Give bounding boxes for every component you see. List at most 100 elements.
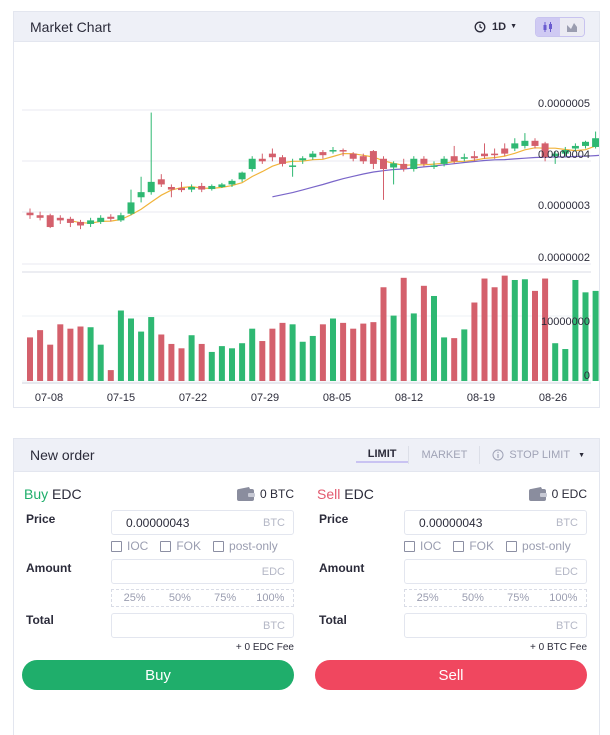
price-tick-label: 0.0000005 — [538, 98, 590, 110]
volume-bar — [178, 348, 185, 381]
sell-button[interactable]: Sell — [315, 660, 587, 690]
candle-body — [571, 145, 579, 149]
volume-bar — [461, 329, 468, 381]
sell-percent-selector: 25% 50% 75% 100% — [404, 589, 587, 607]
candle-body — [208, 185, 216, 190]
candle-body — [481, 153, 488, 157]
tab-divider — [408, 446, 410, 464]
sell-post-only-checkbox[interactable]: post-only — [506, 539, 571, 553]
volume-bar — [360, 323, 367, 381]
volume-bar — [582, 292, 589, 381]
buy-ioc-checkbox[interactable]: IOC — [111, 539, 148, 553]
sell-ioc-label: IOC — [420, 539, 442, 553]
sell-percent-75[interactable]: 75% — [507, 592, 530, 604]
volume-bar — [27, 337, 33, 381]
volume-bar — [107, 370, 114, 381]
candle-body — [582, 141, 589, 146]
candlestick-toggle-button[interactable] — [536, 17, 560, 36]
sell-total-input[interactable]: BTC — [404, 613, 587, 638]
volume-bar — [441, 337, 448, 381]
candle-body — [450, 156, 458, 162]
candlestick-chart[interactable]: 0.0000005 0.0000004 0.0000003 0.0000002 1000… — [14, 42, 610, 407]
buy-post-only-label: post-only — [229, 539, 278, 553]
sell-price-input[interactable]: 0.00000043 BTC — [404, 510, 587, 535]
sell-percent-50[interactable]: 50% — [461, 592, 484, 604]
volume-bar — [269, 328, 276, 381]
buy-button[interactable]: Buy — [22, 660, 294, 690]
sell-balance: 0 EDC — [528, 487, 587, 501]
buy-percent-50[interactable]: 50% — [168, 592, 191, 604]
volume-bar — [481, 278, 488, 381]
candle-body — [66, 218, 74, 223]
sell-percent-25[interactable]: 25% — [416, 592, 439, 604]
volume-bar — [289, 324, 296, 381]
candle-body — [501, 148, 509, 154]
candle-body — [188, 187, 196, 190]
tab-stop-limit[interactable]: STOP LIMIT ▼ — [480, 449, 585, 461]
volume-bar — [400, 277, 407, 381]
candle-body — [238, 172, 246, 180]
buy-fok-checkbox[interactable]: FOK — [160, 539, 201, 553]
chart-area[interactable]: 0.0000005 0.0000004 0.0000003 0.0000002 1000… — [14, 42, 610, 412]
tab-market[interactable]: MARKET — [421, 449, 468, 461]
candle-body — [359, 156, 367, 162]
sell-amount-input[interactable]: EDC — [404, 559, 587, 584]
buy-form: Buy EDC 0 BTC Price 0.00000043 BTC IOC F… — [22, 482, 294, 690]
sell-form: Sell EDC 0 EDC Price 0.00000043 BTC IOC … — [315, 482, 587, 690]
x-tick-label: 08-19 — [467, 392, 495, 404]
sell-percent-100[interactable]: 100% — [549, 592, 578, 604]
x-tick-label: 08-12 — [395, 392, 423, 404]
volume-bar — [97, 344, 104, 381]
sell-price-unit: BTC — [556, 516, 578, 529]
market-chart-panel: Market Chart 1D ▼ — [13, 11, 610, 408]
volume-bar — [340, 322, 347, 381]
candle-body — [491, 153, 499, 156]
candle-body — [531, 140, 539, 146]
buy-amount-input[interactable]: EDC — [111, 559, 294, 584]
volume-bar — [511, 279, 518, 381]
volume-bar — [87, 327, 94, 381]
volume-bar — [239, 343, 246, 381]
buy-time-in-force-options: IOC FOK post-only — [111, 539, 278, 553]
checkbox-icon — [111, 540, 122, 552]
volume-bar — [208, 351, 215, 381]
market-chart-header: Market Chart 1D ▼ — [14, 12, 599, 42]
interval-selector[interactable]: 1D ▼ — [474, 21, 517, 33]
candle-body — [309, 153, 317, 158]
candle-body — [26, 212, 34, 216]
buy-post-only-checkbox[interactable]: post-only — [213, 539, 278, 553]
volume-bar — [471, 302, 478, 381]
volume-bar — [218, 346, 225, 381]
volume-bar — [501, 275, 508, 381]
buy-form-header: Buy EDC 0 BTC — [24, 482, 294, 506]
market-chart-title: Market Chart — [30, 18, 111, 35]
volume-bar — [552, 343, 559, 381]
volume-bar — [309, 335, 316, 381]
checkbox-icon — [506, 540, 518, 552]
checkbox-icon — [160, 540, 172, 552]
tab-limit[interactable]: LIMIT — [355, 448, 409, 463]
candle-body — [77, 221, 84, 226]
candle-body — [117, 215, 125, 221]
volume-bar — [168, 343, 175, 381]
price-tick-label: 0.0000003 — [538, 200, 590, 212]
area-toggle-button[interactable] — [560, 17, 584, 36]
x-tick-label: 07-29 — [251, 392, 279, 404]
candle-body — [369, 151, 377, 164]
buy-ioc-label: IOC — [127, 539, 149, 553]
sell-ioc-checkbox[interactable]: IOC — [404, 539, 441, 553]
interval-value: 1D — [492, 20, 507, 33]
candle-body — [178, 188, 185, 191]
sell-fok-checkbox[interactable]: FOK — [453, 539, 494, 553]
buy-percent-100[interactable]: 100% — [256, 592, 285, 604]
candle-body — [107, 216, 115, 219]
buy-balance: 0 BTC — [236, 487, 294, 501]
volume-bar — [57, 324, 64, 381]
buy-price-input[interactable]: 0.00000043 BTC — [111, 510, 294, 535]
candle-body — [592, 138, 600, 147]
buy-fee-text: + 0 EDC Fee — [235, 642, 294, 653]
buy-percent-75[interactable]: 75% — [214, 592, 237, 604]
order-type-tabs: LIMIT MARKET STOP LIMIT ▼ — [355, 446, 585, 464]
buy-total-input[interactable]: BTC — [111, 613, 294, 638]
buy-percent-25[interactable]: 25% — [123, 592, 146, 604]
